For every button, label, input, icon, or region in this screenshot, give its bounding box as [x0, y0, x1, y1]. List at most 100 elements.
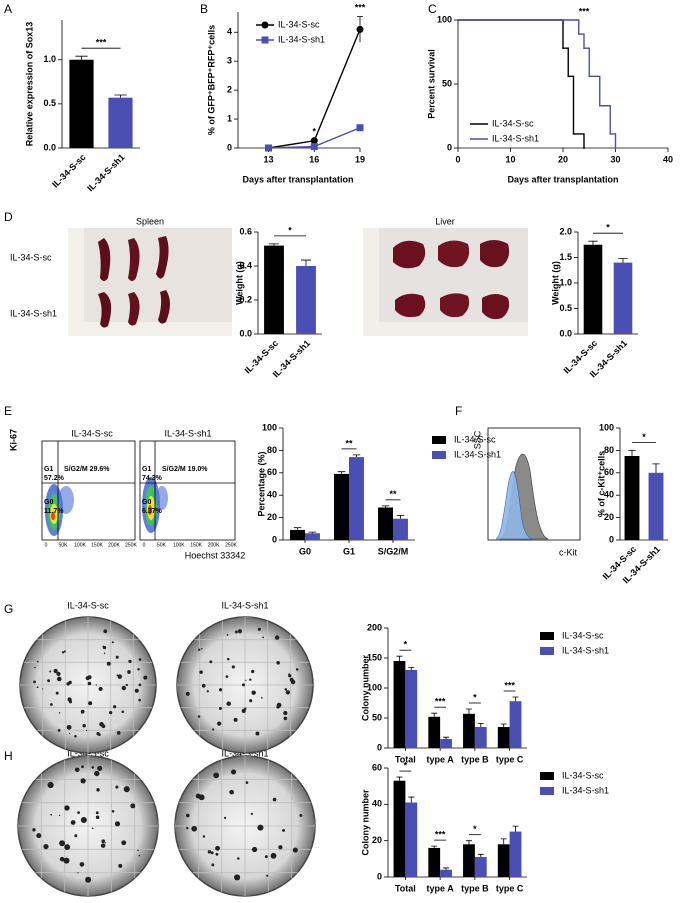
colony — [257, 824, 264, 831]
colony — [213, 772, 220, 779]
legend-swatch — [540, 647, 554, 655]
y-axis-label: Percent survival — [426, 49, 436, 119]
flow-x-tick-label: 0 — [45, 542, 48, 548]
colony — [195, 793, 201, 799]
significance-label: *** — [96, 38, 107, 48]
colony — [55, 691, 59, 695]
colony — [64, 844, 71, 850]
colony — [233, 874, 241, 881]
colony — [229, 789, 234, 795]
x-tick-label: 19 — [355, 154, 365, 164]
colony-plate — [174, 755, 316, 897]
colony — [143, 675, 148, 680]
y-tick-label: 60 — [604, 467, 614, 477]
panel-label: F — [455, 404, 462, 418]
colony — [249, 678, 252, 681]
colony — [201, 683, 206, 688]
significance-label: * — [404, 640, 408, 650]
error-bar — [500, 723, 507, 727]
flow-x-tick-label: 200K — [208, 542, 220, 548]
point — [356, 124, 364, 132]
colony — [70, 820, 76, 825]
significance-label: *** — [435, 697, 446, 707]
colony — [217, 721, 222, 726]
y-tick-label: 1.0 — [43, 54, 56, 64]
colony — [33, 680, 36, 684]
colony — [59, 840, 66, 847]
colony — [49, 670, 52, 673]
colony — [257, 627, 261, 631]
colony — [115, 655, 119, 659]
y-tick-label: 0 — [609, 534, 614, 544]
error-bar — [618, 258, 628, 263]
colony — [95, 684, 97, 686]
bar — [440, 869, 452, 877]
colony — [104, 842, 107, 844]
x-tick-label: 13 — [263, 154, 273, 164]
colony — [87, 681, 92, 686]
survival-step — [609, 133, 617, 149]
y-tick-label: 0 — [227, 142, 232, 152]
colony — [34, 666, 36, 669]
colony — [32, 828, 36, 832]
colony — [111, 641, 114, 644]
bar — [305, 533, 320, 540]
bar — [334, 473, 349, 540]
legend-label: IL-34-S-sc — [562, 770, 604, 780]
x-tick-label: 30 — [610, 154, 620, 164]
colony — [272, 797, 277, 802]
colony — [68, 732, 71, 734]
colony — [115, 785, 119, 789]
y-tick-label: 0.5 — [43, 98, 56, 108]
colony — [278, 845, 283, 850]
error-bar — [466, 840, 472, 845]
legend-swatch — [540, 772, 554, 780]
colony — [191, 825, 198, 832]
error-bar — [408, 667, 415, 670]
error-bar — [381, 505, 390, 508]
error-bar — [477, 853, 484, 858]
bar — [613, 262, 633, 334]
colony — [98, 686, 103, 692]
y-axis-label: Percentage (%) — [256, 451, 266, 516]
colony — [58, 814, 61, 817]
colony — [100, 843, 106, 848]
row-label: IL-34-S-sh1 — [10, 308, 57, 318]
error-bar — [269, 243, 279, 246]
colony — [77, 872, 79, 874]
bar — [108, 97, 133, 148]
y-tick-label: 0.0 — [559, 328, 572, 338]
x-axis-label: Days after transplantation — [242, 174, 353, 184]
colony — [99, 721, 104, 727]
colony — [262, 636, 265, 639]
gate-label: S/G2/M 19.0% — [162, 466, 208, 473]
bar — [624, 456, 640, 540]
colony — [98, 733, 101, 736]
colony — [87, 675, 92, 680]
y-tick-label: 100 — [599, 422, 614, 432]
legend-swatch — [432, 451, 446, 459]
x-tick-label: 20 — [558, 154, 568, 164]
flow-y-label: Ki-67 — [8, 429, 18, 451]
colony — [97, 765, 103, 771]
legend-label: IL-34-S-sh1 — [454, 449, 501, 459]
x-tick-label: Total — [395, 754, 416, 764]
gate-label: G1 — [142, 466, 151, 473]
significance-label: *** — [579, 6, 590, 16]
colony — [285, 690, 291, 695]
panel-label: E — [4, 404, 12, 418]
x-tick-label: 10 — [505, 154, 515, 164]
bar — [474, 727, 487, 748]
colony — [64, 805, 70, 811]
colony — [276, 661, 280, 665]
error-bar — [396, 776, 403, 781]
colony — [234, 630, 238, 634]
x-tick-label: type B — [461, 754, 489, 764]
colony — [138, 854, 141, 857]
bar — [69, 59, 94, 148]
point — [310, 143, 318, 151]
colony — [138, 683, 142, 687]
x-tick-label: G0 — [299, 546, 311, 556]
gate-label: G1 — [44, 466, 53, 473]
